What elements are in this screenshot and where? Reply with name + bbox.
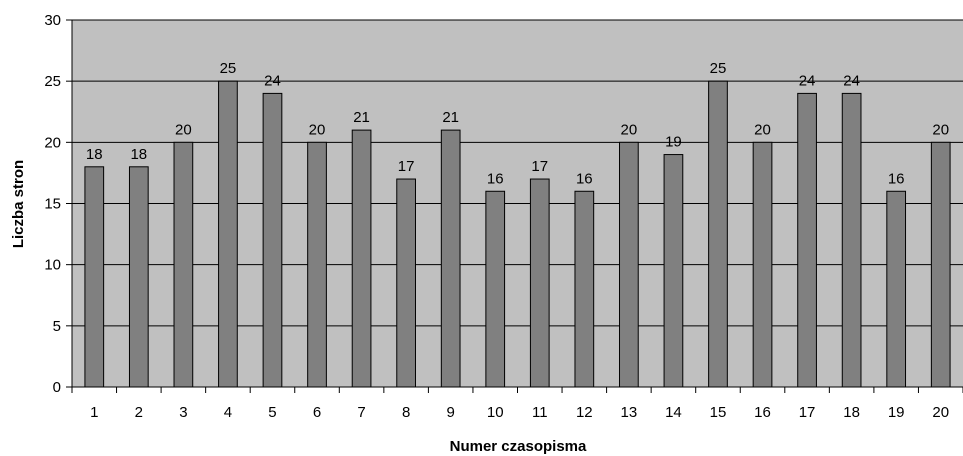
- bar: [930, 141, 951, 388]
- bars: [84, 80, 951, 388]
- bar: [218, 80, 238, 388]
- y-tick-label: 15: [44, 196, 61, 213]
- bar: [396, 178, 416, 388]
- x-tick-label: 4: [224, 404, 232, 421]
- x-tick-label: 5: [268, 404, 276, 421]
- bar-value-label: 20: [621, 121, 638, 138]
- bar-value-label: 24: [264, 72, 281, 89]
- bar-value-label: 21: [442, 109, 459, 126]
- x-tick-label: 10: [487, 404, 504, 421]
- y-tick-label: 10: [44, 257, 61, 274]
- x-tick-label: 13: [621, 404, 638, 421]
- bar: [841, 92, 862, 388]
- bar-value-label: 18: [86, 146, 103, 163]
- bar: [752, 141, 773, 388]
- x-tick-label: 8: [402, 404, 410, 421]
- y-axis: 0 5 10 15 20 25 30: [44, 12, 73, 396]
- bar: [84, 166, 105, 388]
- y-tick-label: 20: [44, 134, 61, 151]
- x-tick-label: 20: [932, 404, 949, 421]
- bar-value-label: 17: [531, 158, 548, 175]
- bar: [440, 129, 461, 388]
- x-tick-label: 15: [710, 404, 727, 421]
- bar: [797, 92, 817, 388]
- x-tick-label: 11: [532, 404, 548, 421]
- x-tick-label: 9: [447, 404, 455, 421]
- x-tick-label: 1: [90, 404, 98, 421]
- x-tick-label: 6: [313, 404, 321, 421]
- bar: [173, 141, 194, 388]
- bar: [307, 141, 327, 388]
- bar-value-label: 21: [353, 109, 370, 126]
- x-tick-label: 19: [888, 404, 905, 421]
- y-tick-label: 25: [44, 73, 61, 90]
- bar: [529, 178, 550, 388]
- x-tick-label: 7: [357, 404, 365, 421]
- x-tick-label: 18: [843, 404, 860, 421]
- bar-value-label: 16: [576, 170, 593, 187]
- bar: [351, 129, 372, 388]
- x-tick-label: 17: [799, 404, 816, 421]
- x-axis: 1 2 3 4 5 6 7 8 9 10 11 12 13 14 15 16 17 18 19 20: [71, 386, 963, 421]
- x-tick-label: 3: [179, 404, 187, 421]
- y-axis-title: Liczba stron: [10, 160, 27, 248]
- bar: [663, 154, 684, 388]
- bar-value-label: 24: [843, 72, 860, 89]
- bar-value-label: 16: [487, 170, 504, 187]
- bar-value-label: 18: [130, 146, 147, 163]
- data-labels: 18 18 20 25 24 20 21 17 21 16 17 16 20 19 25 20 24 24 16 20: [86, 60, 949, 187]
- bar: [574, 190, 595, 388]
- bar: [886, 190, 907, 388]
- bar: [128, 166, 149, 388]
- bar-value-label: 19: [665, 134, 682, 151]
- bar-value-label: 24: [799, 72, 816, 89]
- bar-value-label: 20: [932, 121, 949, 138]
- bar: [708, 80, 728, 388]
- y-tick-label: 30: [44, 12, 61, 29]
- bar-value-label: 25: [220, 60, 237, 77]
- x-tick-label: 14: [665, 404, 682, 421]
- bar-value-label: 20: [754, 121, 771, 138]
- bar: [485, 190, 506, 388]
- y-tick-label: 5: [53, 318, 61, 335]
- x-axis-title: Numer czasopisma: [450, 438, 587, 455]
- bar-value-label: 16: [888, 170, 905, 187]
- x-tick-label: 16: [754, 404, 771, 421]
- bar-value-label: 20: [309, 121, 326, 138]
- x-tick-label: 12: [576, 404, 593, 421]
- bar: [619, 141, 639, 388]
- y-tick-label: 0: [53, 379, 61, 396]
- bar-value-label: 20: [175, 121, 192, 138]
- x-tick-label: 2: [135, 404, 143, 421]
- bar: [262, 92, 283, 388]
- bar-value-label: 25: [710, 60, 727, 77]
- bar-value-label: 17: [398, 158, 415, 175]
